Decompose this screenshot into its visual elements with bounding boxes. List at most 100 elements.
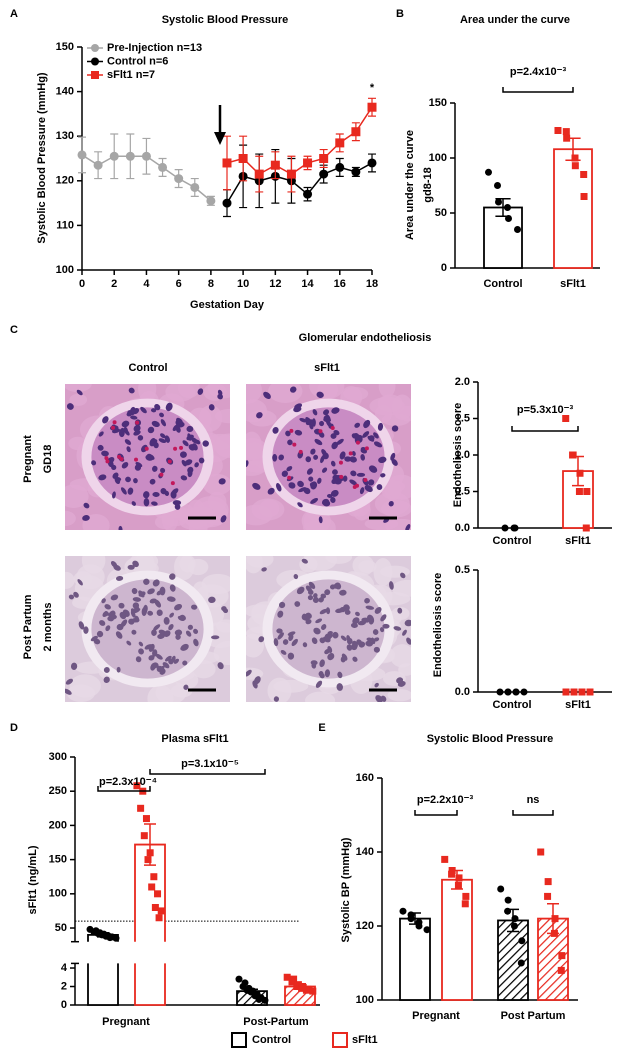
erythrocyte [135, 420, 140, 425]
nucleus [82, 515, 90, 521]
nucleus [330, 489, 339, 497]
nucleus [330, 433, 337, 439]
nucleus [168, 623, 174, 631]
erythrocyte [170, 481, 175, 486]
nucleus [102, 416, 109, 424]
nucleus [288, 634, 294, 641]
data-point [319, 154, 329, 163]
data-point [504, 896, 512, 904]
nucleus [342, 475, 348, 482]
nucleus [124, 439, 132, 445]
y-tick-label: 0.5 [455, 485, 470, 497]
erythrocyte [159, 472, 164, 477]
nucleus [272, 453, 278, 462]
nucleus [272, 426, 279, 434]
nucleus [332, 469, 338, 475]
nucleus [163, 617, 170, 625]
data-point [148, 883, 156, 891]
nucleus [140, 406, 147, 414]
nucleus [315, 680, 323, 688]
x-tick-label: sFlt1 [565, 699, 591, 711]
y-axis-label: Endotheliosis score [432, 573, 444, 678]
nucleus [330, 460, 336, 467]
nucleus [320, 455, 325, 464]
nucleus [164, 490, 170, 497]
significance-bracket [502, 87, 574, 93]
nucleus [132, 602, 140, 609]
tubule-cell [65, 384, 92, 393]
nucleus [182, 440, 189, 447]
nucleus [321, 449, 327, 456]
error-bar [246, 988, 258, 994]
nucleus [340, 635, 347, 641]
data-point [93, 160, 103, 170]
nucleus [354, 422, 361, 428]
x-tick-label: 0 [79, 278, 85, 290]
nucleus [160, 467, 166, 474]
nucleus [77, 579, 83, 586]
nucleus [344, 609, 351, 615]
nucleus [101, 598, 106, 604]
nucleus [364, 597, 370, 604]
data-point [580, 171, 588, 178]
nucleus [193, 638, 199, 647]
nucleus [163, 630, 171, 638]
tubule-cell [387, 689, 411, 702]
nucleus [96, 630, 104, 638]
nucleus [350, 470, 357, 477]
histology-image [246, 384, 411, 530]
nucleus [98, 431, 104, 437]
nucleus [108, 460, 114, 468]
data-point [461, 900, 469, 908]
nucleus [339, 606, 346, 613]
nucleus [310, 497, 319, 504]
error-bar [409, 912, 421, 925]
nucleus [186, 425, 194, 432]
nucleus [97, 444, 104, 451]
y-tick-label: 100 [56, 264, 74, 276]
data-point [125, 151, 135, 161]
nucleus [354, 434, 363, 442]
nucleus [169, 584, 176, 592]
nucleus [187, 433, 192, 441]
erythrocyte [117, 454, 122, 459]
nucleus [152, 579, 160, 587]
nucleus [356, 639, 363, 646]
nucleus [303, 487, 311, 495]
data-point [206, 196, 216, 206]
nucleus [294, 601, 301, 607]
erythrocyte [167, 459, 172, 464]
data-point [77, 150, 87, 160]
data-point [335, 162, 345, 172]
nucleus [185, 630, 192, 637]
data-point [288, 978, 296, 986]
nucleus [193, 628, 199, 634]
nucleus [405, 524, 411, 530]
tubule-cell [378, 384, 396, 398]
nucleus [315, 618, 323, 624]
nucleus [149, 478, 156, 485]
nucleus [294, 429, 303, 436]
nucleus [280, 649, 287, 655]
nucleus [179, 451, 187, 458]
nucleus [391, 425, 399, 432]
nucleus [374, 682, 379, 688]
nucleus [290, 386, 297, 393]
data-point [578, 688, 586, 696]
nucleus [99, 620, 106, 626]
nucleus [76, 389, 83, 396]
tubule-cell [216, 619, 230, 633]
nucleus [114, 476, 121, 485]
data-point [582, 524, 590, 532]
nucleus [222, 608, 229, 614]
nucleus [127, 487, 134, 495]
y-tick-label: 0.0 [455, 522, 470, 534]
bar [483, 206, 523, 269]
nucleus [273, 638, 279, 647]
nucleus [396, 677, 404, 684]
nucleus [131, 587, 138, 595]
y-tick-label: 4 [61, 962, 68, 974]
nucleus [91, 460, 97, 466]
nucleus [202, 440, 209, 447]
nucleus [305, 456, 312, 463]
